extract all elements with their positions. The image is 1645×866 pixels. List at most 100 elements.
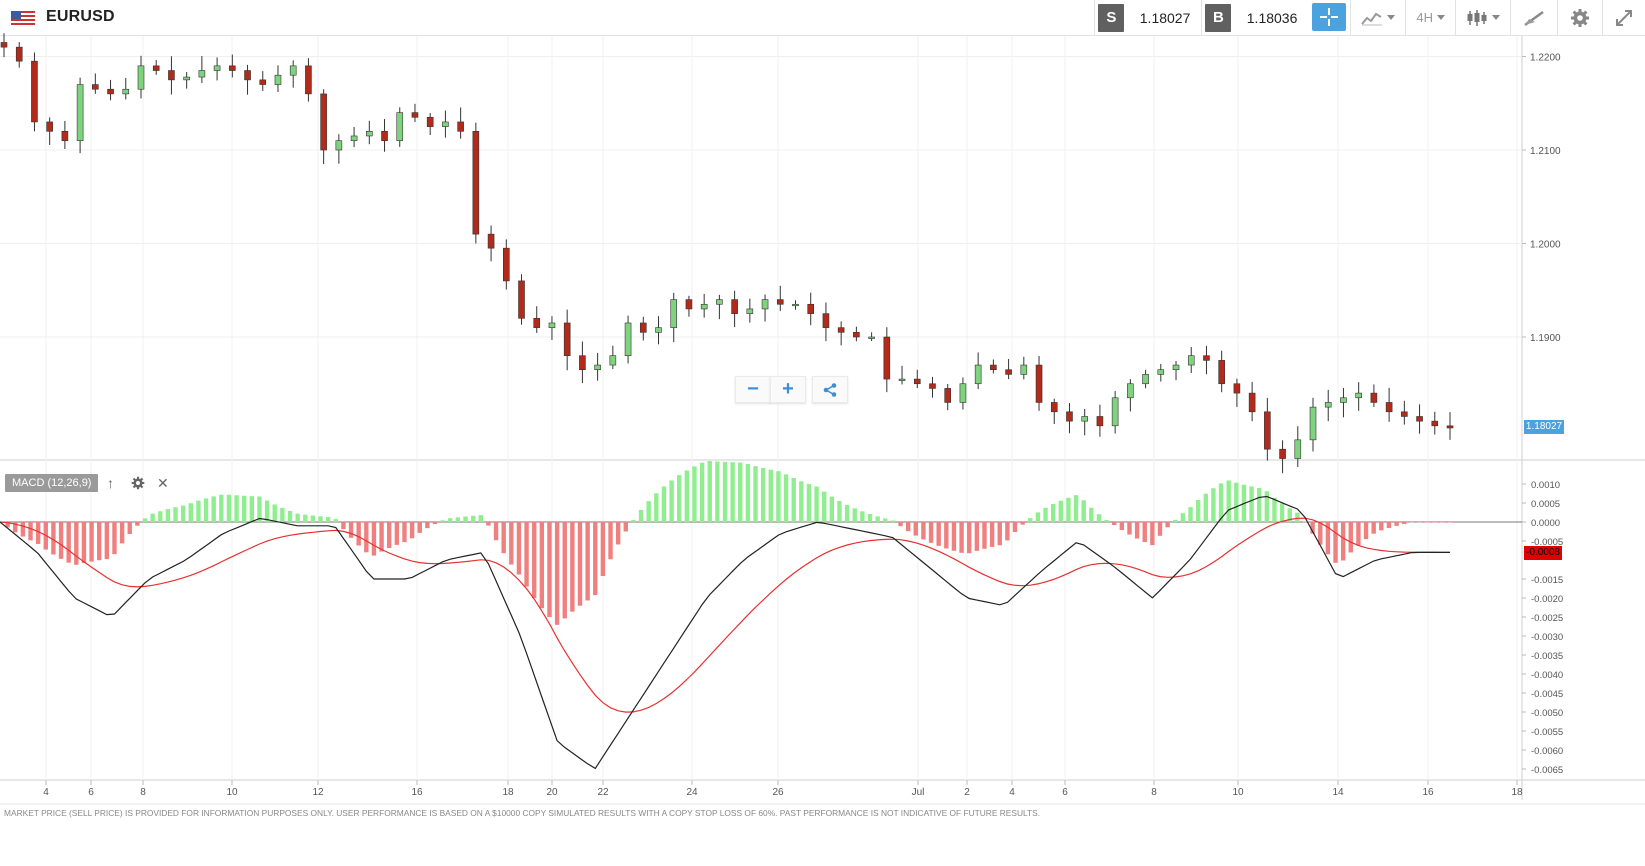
fullscreen-button[interactable] [1602,0,1645,35]
histogram-bar [1089,507,1094,522]
histogram-bar [417,522,422,533]
macd-close-icon[interactable]: ✕ [157,475,169,491]
buy-price[interactable]: 1.18036 [1246,9,1298,26]
crosshair-button[interactable] [1312,3,1347,31]
histogram-bar [516,522,522,575]
histogram-bar [1134,522,1140,539]
histogram-bar [1371,522,1376,534]
histogram-bar [1104,519,1109,522]
us-flag-icon [11,11,35,25]
histogram-bar [799,481,804,522]
candle [533,306,541,333]
histogram-bar [783,474,789,522]
histogram-bar [127,522,132,534]
time-tick-label: 2 [964,787,970,798]
macd-indicator-label[interactable]: MACD (12,26,9) [5,474,99,492]
histogram-bar [20,522,26,537]
histogram-bar [448,518,453,522]
histogram-bar [905,522,911,532]
histogram-bar [646,501,651,522]
histogram-bar [219,494,224,522]
macd-tick-label: -0.0005 [1531,537,1563,548]
candle [0,33,8,58]
current-price-tag: 1.18027 [1524,420,1564,434]
histogram-bar [837,501,842,522]
histogram-bar [532,522,537,599]
candle [137,55,145,99]
histogram-bar [768,469,773,522]
candle [274,65,282,92]
histogram-bar [264,500,270,522]
candle [579,341,586,384]
candle [1401,400,1408,425]
histogram-bar [89,522,94,562]
histogram-bar [104,522,110,560]
candle [426,113,434,135]
chart-type-button[interactable] [1350,0,1405,35]
macd-tick-label: -0.0030 [1531,632,1563,643]
histogram-bar [654,493,659,522]
candle [913,369,921,389]
share-button[interactable] [812,376,848,403]
time-tick-label: Jul [912,787,925,798]
histogram-bar [1447,522,1453,523]
drawing-tools-button[interactable] [1510,0,1557,35]
candle [518,274,525,325]
histogram-bar [760,468,766,522]
histogram-bar [615,522,621,545]
histogram-bar [295,513,300,522]
candle [670,292,678,343]
macd-move-up-icon[interactable]: ↑ [107,475,114,491]
histogram-bar [1173,519,1178,522]
price-tick-label: 1.1900 [1530,333,1561,344]
line-chart-icon [1361,12,1383,25]
signal-line [0,517,1450,713]
histogram-bar [692,466,697,522]
histogram-bar [1058,500,1063,522]
candle [563,309,571,371]
candle-style-button[interactable] [1455,0,1510,35]
histogram-bar [593,522,598,596]
candle [1218,350,1225,393]
settings-button[interactable] [1557,0,1602,35]
candle [320,89,327,165]
time-tick-label: 18 [1511,787,1523,798]
sell-quote[interactable]: S 1.18027 [1094,0,1201,35]
candle [213,57,221,81]
candle [411,103,419,123]
histogram-bar [173,507,178,522]
zoom-out-button[interactable]: − [735,376,771,403]
gear-icon[interactable] [131,476,145,490]
candle [229,54,236,78]
histogram-bar [486,522,491,526]
histogram-bar [272,504,277,522]
candle [1370,384,1378,408]
histogram-bar [669,480,674,522]
sell-price[interactable]: 1.18027 [1139,9,1191,26]
histogram-bar [753,466,758,522]
candle [761,294,769,322]
histogram-bar [1279,503,1285,522]
candle [1264,397,1271,461]
histogram-bar [257,496,262,522]
histogram-bar [356,522,361,546]
buy-badge[interactable]: B [1205,3,1232,32]
crosshair-icon [1320,8,1339,26]
histogram-bar [738,462,743,522]
histogram-bar [1188,507,1193,522]
histogram-bar [524,522,529,587]
candle [31,52,38,132]
candle [746,298,754,323]
buy-quote[interactable]: B 1.18036 [1201,0,1308,35]
histogram-bar [226,494,232,522]
histogram-bar [112,522,117,555]
timeframe-button[interactable]: 4H [1405,0,1455,35]
histogram-bar [1234,482,1239,522]
sell-badge[interactable]: S [1098,3,1125,32]
histogram-bar [967,522,972,554]
candle [944,383,952,411]
zoom-in-button[interactable]: + [770,376,806,403]
candle [731,290,738,328]
time-tick-label: 6 [1062,787,1068,798]
